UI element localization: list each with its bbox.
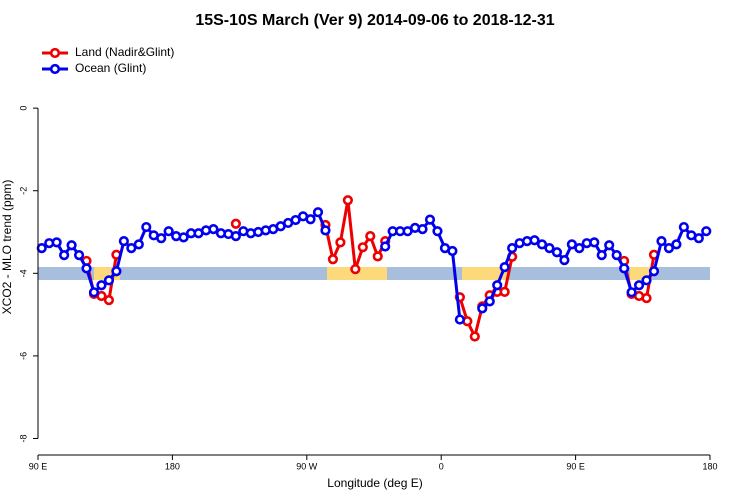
point [305,214,316,225]
point [566,239,577,250]
point [111,266,122,277]
legend-marker [49,63,61,75]
point [365,231,376,242]
point [51,237,62,248]
legend-marker [49,47,61,59]
x-tick-label: 180 [702,461,717,471]
y-axis-label: XCO2 - MLO trend (ppm) [0,180,14,315]
point [633,280,645,291]
point [507,243,518,254]
point [604,240,615,251]
point [611,250,622,261]
point [484,296,495,307]
x-tick-label: 0 [439,461,444,471]
point [417,224,428,235]
legend-label: Ocean (Glint) [75,61,146,75]
point [663,243,675,254]
point [350,264,361,275]
point [648,266,660,277]
point [454,314,465,325]
point [59,250,70,261]
point [96,290,107,302]
point [96,280,107,291]
point [596,250,607,261]
point [342,195,353,206]
point [499,286,510,297]
point [320,225,331,236]
point [230,231,241,242]
point [118,235,129,247]
point [693,233,704,244]
legend-label: Land (Nadir&Glint) [75,45,174,59]
point [626,287,637,298]
point [559,254,570,266]
point [469,331,480,342]
land-strip [462,267,508,280]
point [589,237,600,248]
point [103,275,115,286]
point [492,280,503,291]
y-tick-label: -4 [18,269,28,277]
y-tick-label: -8 [18,434,28,442]
point [81,263,92,274]
point [656,235,667,247]
x-tick-label: 90 E [566,461,585,471]
point [529,235,540,246]
legend-box [38,42,180,80]
point [335,237,346,248]
point [312,207,324,218]
x-tick-label: 90 W [296,461,318,471]
point [141,221,152,233]
point [372,251,383,262]
point [73,250,85,261]
point [66,240,77,251]
point [88,287,100,298]
point [327,254,339,265]
x-tick-label: 180 [165,461,180,471]
point [641,292,652,304]
y-tick-label: -2 [18,187,28,195]
point [536,239,548,250]
point [290,214,301,226]
map-strip [38,267,710,280]
point [477,303,488,314]
point [126,243,137,254]
point [619,263,630,274]
point [544,243,555,254]
x-tick-label: 90 E [29,461,48,471]
point [230,218,241,229]
point [380,241,391,252]
y-tick-label: -6 [18,352,28,360]
point [574,243,585,254]
point [156,233,167,244]
point [178,232,189,243]
point [424,214,436,225]
point [701,226,712,237]
point [678,221,689,233]
point [208,224,219,235]
point [357,242,368,253]
point [432,226,443,237]
point [447,245,458,257]
point [499,262,510,273]
point [551,247,563,258]
point [641,275,652,286]
point [671,239,682,250]
chart-title: 15S-10S March (Ver 9) 2014-09-06 to 2018… [195,12,554,29]
y-tick-label: 0 [18,106,28,111]
point [36,243,47,254]
point [103,295,115,306]
point [163,226,174,237]
point [133,239,144,250]
x-axis-label: Longitude (deg E) [327,476,422,490]
